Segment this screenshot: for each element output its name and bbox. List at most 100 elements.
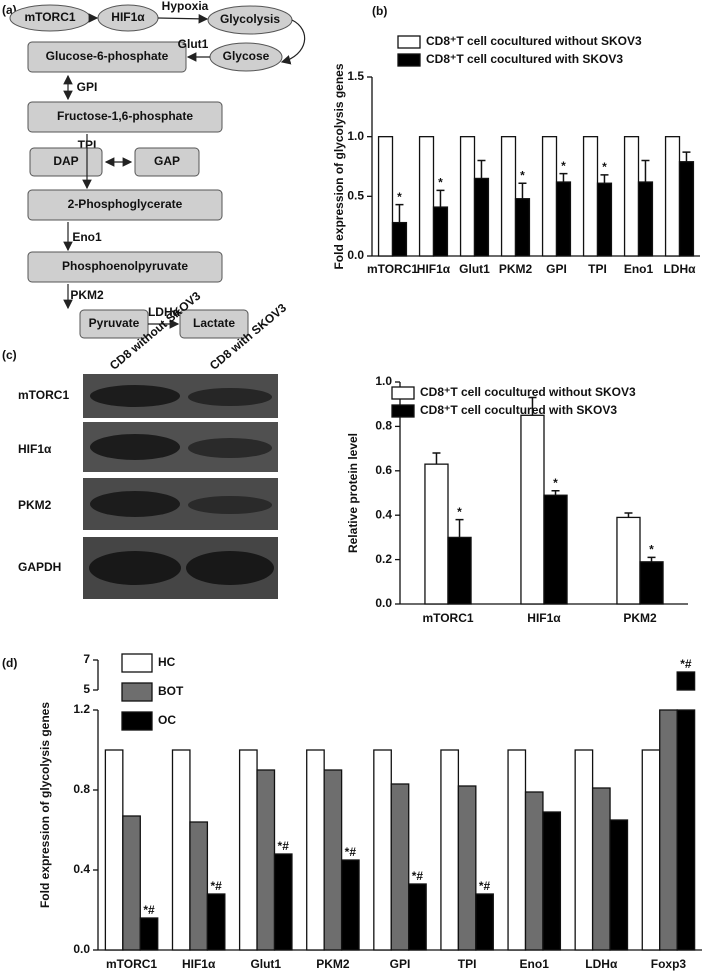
node-label: Lactate: [193, 316, 235, 330]
bar: [609, 819, 629, 951]
node-label: Glycolysis: [220, 12, 280, 26]
bar: [340, 859, 360, 951]
legend-label: CD8⁺T cell cocultured with SKOV3: [426, 52, 623, 66]
bar: [408, 883, 427, 951]
node-label: Glycose: [223, 49, 270, 63]
significance-label: *: [649, 543, 654, 557]
bar: [641, 749, 661, 951]
error-bar: [641, 159, 650, 183]
node-shape: [27, 251, 223, 283]
error-bar: [624, 512, 633, 518]
error-bar: [477, 159, 486, 179]
error-bar: [551, 490, 560, 496]
legend-label: OC: [158, 713, 176, 727]
bar: [238, 749, 258, 951]
legend-label: CD8⁺T cell cocultured without SKOV3: [426, 34, 642, 48]
node-label: GAP: [154, 154, 180, 168]
x-tick-label: PKM2: [316, 957, 350, 971]
significance-label: *: [438, 176, 443, 190]
legend-label: HC: [158, 655, 176, 669]
bar: [520, 414, 545, 605]
node-shape: [27, 101, 223, 133]
bar: [447, 536, 472, 605]
x-tick-label: LDHα: [585, 957, 618, 971]
y-tick-label: 0.6: [375, 463, 392, 477]
band: [90, 434, 180, 460]
legend-swatch: [121, 653, 153, 673]
bar: [432, 206, 449, 257]
bar: [555, 181, 572, 257]
band: [90, 491, 180, 517]
bar: [424, 463, 449, 605]
row-label: mTORC1: [18, 388, 69, 402]
edge-label: Eno1: [72, 230, 102, 244]
significance-label: *#: [143, 903, 155, 917]
significance-label: *: [602, 160, 607, 174]
edge-label: Glut1: [178, 37, 209, 51]
y-tick-label: 0.2: [375, 552, 392, 566]
bar: [171, 749, 191, 951]
x-tick-label: mTORC1: [106, 957, 157, 971]
node-shape: [27, 189, 223, 221]
y-tick-label: 1.5: [347, 69, 364, 83]
x-tick-label: PKM2: [499, 262, 533, 276]
bar-upper: [676, 671, 696, 691]
bar: [678, 161, 695, 257]
node-label: mTORC1: [24, 10, 75, 24]
significance-label: *: [553, 476, 558, 490]
node-label: Glucose-6-phosphate: [46, 49, 169, 63]
y-tick-label: 5: [83, 682, 90, 696]
pathway-diagram: (a) mTORC1 HIF1α Glycolysis Hypoxia Glyc…: [2, 0, 306, 339]
x-tick-label: Glut1: [459, 262, 490, 276]
bar: [440, 749, 460, 951]
bar: [676, 709, 696, 951]
x-tick-label: mTORC1: [367, 262, 418, 276]
significance-label: *: [520, 168, 525, 182]
bar: [206, 893, 226, 951]
edge-label: LDHα: [148, 305, 181, 319]
error-bar: [432, 452, 441, 465]
band: [188, 438, 272, 458]
bar: [373, 749, 392, 951]
x-tick-label: Glut1: [250, 957, 281, 971]
bar: [541, 136, 558, 257]
band: [186, 551, 274, 585]
y-tick-label: 1.0: [375, 374, 392, 388]
legend-label: BOT: [158, 684, 184, 698]
legend-swatch: [397, 35, 421, 49]
x-tick-label: TPI: [458, 957, 477, 971]
bar: [543, 494, 568, 605]
node-label: Fructose-1,6-phosphate: [57, 109, 193, 123]
y-tick-label: 0.5: [347, 189, 364, 203]
bar: [122, 815, 141, 951]
y-tick-label: 0.8: [73, 782, 90, 796]
bar: [639, 561, 664, 605]
error-bar: [518, 182, 527, 199]
significance-label: *#: [345, 845, 357, 859]
band: [90, 385, 180, 407]
bar: [659, 709, 678, 951]
legend-swatch: [391, 404, 415, 418]
bar: [139, 917, 159, 951]
y-tick-label: 0.4: [375, 507, 392, 521]
error-bar: [395, 203, 404, 223]
node-label: Phosphoenolpyruvate: [62, 259, 188, 273]
band: [188, 496, 272, 514]
y-tick-label: 0.0: [73, 942, 90, 956]
bar: [256, 769, 276, 951]
bar: [637, 181, 654, 257]
bar: [377, 136, 394, 257]
bar: [582, 136, 599, 257]
legend-label: CD8⁺T cell cocultured without SKOV3: [420, 385, 636, 399]
panel-label: (b): [372, 4, 387, 18]
error-bar: [436, 189, 445, 208]
bar: [323, 769, 343, 951]
bar: [418, 136, 435, 257]
significance-label: *: [397, 190, 402, 204]
significance-label: *: [457, 505, 462, 519]
bar: [623, 136, 640, 257]
row-label: GAPDH: [18, 560, 61, 574]
x-tick-label: Eno1: [520, 957, 550, 971]
bar: [507, 749, 527, 951]
